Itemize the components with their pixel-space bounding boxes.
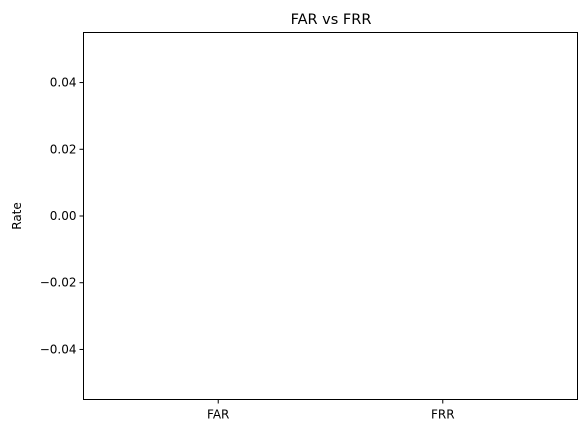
y-axis-label: Rate bbox=[10, 202, 24, 230]
y-tick-label: 0.04 bbox=[50, 76, 77, 90]
axes-frame bbox=[83, 32, 578, 400]
y-tick-label: 0.02 bbox=[50, 142, 77, 156]
x-tick-label: FRR bbox=[431, 408, 455, 422]
y-tick-label: 0.00 bbox=[50, 209, 77, 223]
y-tick-label: −0.04 bbox=[40, 342, 77, 356]
x-tick-label: FAR bbox=[207, 408, 229, 422]
y-tick-label: −0.02 bbox=[40, 276, 77, 290]
x-axis: FAR FRR bbox=[207, 399, 455, 422]
y-axis: −0.04 −0.02 0.00 0.02 0.04 bbox=[40, 76, 84, 356]
chart-title: FAR vs FRR bbox=[291, 12, 372, 28]
